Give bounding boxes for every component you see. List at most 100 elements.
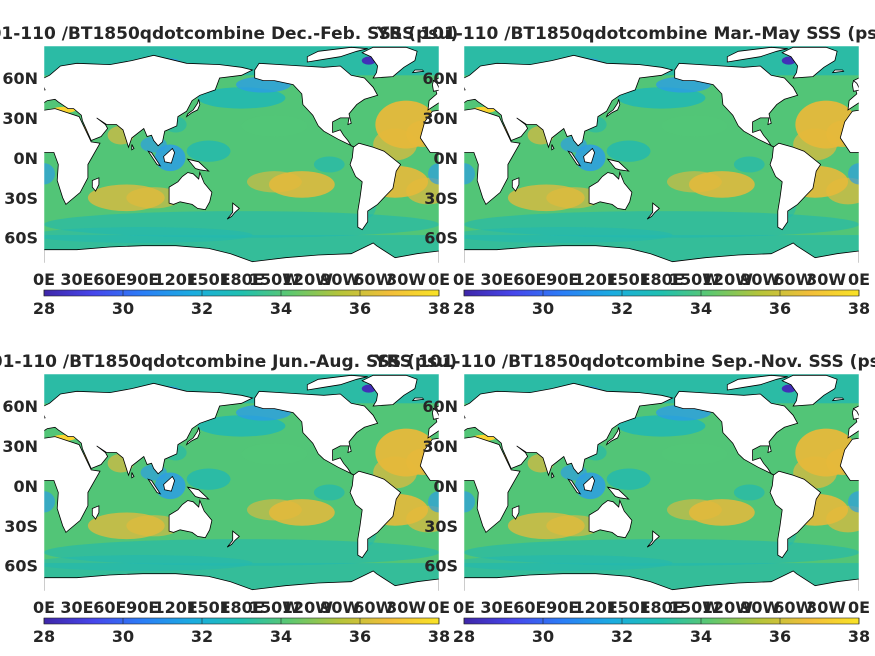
land-nz (226, 202, 240, 220)
land-africa (839, 437, 859, 481)
colorbar-tick-label: 32 (191, 627, 213, 646)
lon-tick-label: 180E (639, 598, 683, 617)
lon-tick-label: 150W (669, 598, 720, 617)
land-iceland (411, 69, 425, 74)
colorbar-bar (463, 617, 860, 625)
land-greenland (361, 46, 418, 79)
land-antarctica (44, 570, 439, 591)
land-uk (431, 407, 439, 420)
lat-tick-label: 60N (422, 397, 458, 416)
lat-tick-label: 60N (422, 69, 458, 88)
lon-tick-label: 120W (282, 598, 333, 617)
land-uk (431, 79, 439, 92)
land-sri (131, 472, 135, 479)
panel-mar-may: YRS 101-110 /BT1850qdotcombine Mar.-May … (376, 24, 875, 318)
salinity-region (464, 491, 475, 513)
latitude-tick-labels: 60N 30N 0N 30S 60S (422, 397, 458, 576)
salinity-region (606, 140, 651, 162)
colorbar: 28 30 32 34 36 38 (453, 289, 870, 318)
lon-tick-label: 150W (669, 270, 720, 289)
lon-tick-label: 0E (848, 270, 870, 289)
land-japan (185, 427, 201, 446)
lon-tick-label: 30W (806, 598, 846, 617)
land-australia (588, 499, 633, 539)
salinity-region (197, 415, 286, 437)
land-africa (419, 109, 439, 153)
lon-tick-label: 0E (428, 598, 450, 617)
land-borneo (163, 475, 176, 492)
lon-tick-label: 60E (93, 270, 126, 289)
land-newguinea (606, 158, 630, 172)
lon-tick-label: 60W (353, 598, 393, 617)
land-nz (226, 530, 240, 548)
lon-tick-label: 90W (740, 598, 780, 617)
lon-tick-label: 150W (249, 270, 300, 289)
panel-sep-nov: YRS 101-110 /BT1850qdotcombine Sep.-Nov.… (373, 352, 875, 646)
longitude-tick-labels: 0E 30E 60E 90E120E150E180E150W120W90W60W30W… (33, 270, 450, 289)
land-greenland (361, 374, 418, 407)
colorbar-bar (43, 617, 440, 625)
land-samerica (349, 470, 402, 559)
land-borneo (583, 147, 596, 164)
colorbar-tick-label: 28 (453, 627, 475, 646)
lon-tick-label: 0E (428, 270, 450, 289)
salinity-region (617, 87, 706, 109)
land-namerica (674, 390, 799, 476)
land-eurasia (44, 54, 254, 149)
lon-tick-label: 60W (353, 270, 393, 289)
lon-tick-label: 0E (453, 270, 475, 289)
land-nz (646, 530, 660, 548)
land-australia (168, 171, 213, 211)
sss-map (43, 45, 440, 264)
colorbar-tick-label: 28 (33, 299, 55, 318)
sss-map (463, 373, 860, 592)
land-greenland (781, 374, 838, 407)
panel-title: YRS 101-110 /BT1850qdotcombine Sep.-Nov.… (373, 352, 875, 372)
salinity-region (546, 187, 602, 209)
lon-tick-label: 0E (453, 598, 475, 617)
panel-title: 101-110 /BT1850qdotcombine Jun.-Aug. SSS… (0, 352, 457, 372)
land-japan (185, 99, 201, 118)
land-eurasia (464, 54, 674, 149)
salinity-region (606, 468, 651, 490)
colorbar-tick-label: 36 (769, 627, 791, 646)
land-sumatra (147, 150, 162, 167)
lat-tick-label: 0N (433, 149, 458, 168)
salinity-region (126, 187, 182, 209)
lon-tick-label: 0E (848, 598, 870, 617)
salinity-region (186, 140, 231, 162)
colorbar: 28 30 32 34 36 38 (453, 617, 870, 646)
lon-tick-label: 90E (546, 598, 579, 617)
salinity-region (428, 491, 439, 513)
lon-tick-label: 150E (186, 270, 230, 289)
salinity-region (464, 163, 475, 185)
colorbar-tick-label: 34 (270, 627, 292, 646)
land-namerica (254, 62, 379, 148)
land-namerica (254, 390, 379, 476)
lat-tick-label: 60S (4, 557, 38, 576)
lat-tick-label: 30N (2, 109, 38, 128)
lat-tick-label: 30N (422, 437, 458, 456)
land-madagascar (91, 177, 100, 192)
land-nz (646, 202, 660, 220)
lat-tick-label: 60N (2, 69, 38, 88)
salinity-region (406, 505, 439, 533)
colorbar-bar (43, 289, 440, 297)
land-africa (419, 437, 439, 481)
lon-tick-label: 60W (773, 598, 813, 617)
lon-tick-label: 150E (606, 270, 650, 289)
colorbar-tick-label: 38 (848, 299, 870, 318)
colorbar-tick-label: 36 (349, 627, 371, 646)
longitude-tick-labels: 0E 30E 60E 90E120E150E180E150W120W90W60W30W… (453, 270, 870, 289)
colorbar: 28 30 32 34 36 38 (33, 617, 450, 646)
land-newguinea (186, 158, 210, 172)
salinity-region (428, 163, 439, 185)
lat-tick-label: 0N (13, 477, 38, 496)
lon-tick-label: 120W (702, 598, 753, 617)
salinity-region (44, 227, 253, 244)
lat-tick-label: 30N (422, 109, 458, 128)
lon-tick-label: 180E (219, 598, 263, 617)
lon-tick-label: 120E (574, 598, 618, 617)
land-uk (851, 79, 859, 92)
sss-map (463, 45, 860, 264)
